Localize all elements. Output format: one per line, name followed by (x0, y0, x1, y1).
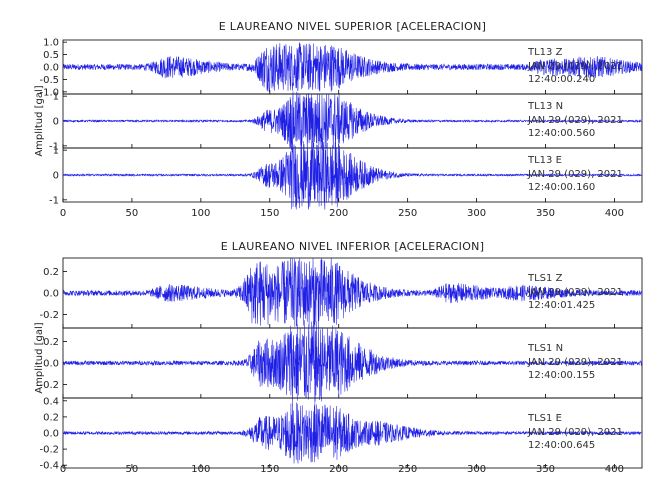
time-label: 12:40:01.425 (528, 300, 595, 311)
y-tick-label: 1 (53, 92, 59, 103)
station-label: TL13 E (527, 155, 562, 166)
y-tick-label: -0.2 (39, 310, 59, 321)
y-tick-label: -1 (49, 195, 59, 206)
station-label: TL13 Z (527, 47, 563, 58)
x-tick-label: 350 (536, 208, 555, 219)
x-tick-label: 100 (191, 208, 210, 219)
x-tick-label: 400 (605, 208, 624, 219)
trace-tls1-e (62, 402, 643, 464)
x-tick-label: 250 (398, 464, 417, 475)
date-label: JAN 29 (029), 2021 (527, 427, 623, 438)
date-label: JAN 29 (029), 2021 (527, 169, 623, 180)
y-tick-label: 0.2 (43, 337, 59, 348)
station-label: TLS1 E (527, 413, 562, 424)
date-label: JAN 29 (029), 2021 (527, 115, 623, 126)
trace-tl13-n (62, 91, 643, 151)
x-tick-label: 0 (60, 464, 66, 475)
date-label: JAN 29 (029), 2021 (527, 287, 623, 298)
y-tick-label: 1.0 (43, 38, 59, 49)
x-tick-label: 300 (467, 208, 486, 219)
y-tick-label: -0.2 (39, 445, 59, 456)
y-tick-label: -0.2 (39, 380, 59, 391)
x-tick-label: 150 (260, 208, 279, 219)
trace-tls1-z (62, 257, 643, 329)
y-tick-label: 0 (53, 171, 59, 182)
y-tick-label: 0.4 (43, 396, 59, 407)
time-label: 12:40:00.240 (528, 74, 595, 85)
y-tick-label: 0.0 (43, 289, 59, 300)
x-tick-label: 100 (191, 464, 210, 475)
x-tick-label: 50 (126, 464, 139, 475)
y-tick-label: 0.2 (43, 267, 59, 278)
x-tick-label: 200 (329, 208, 348, 219)
time-label: 12:40:00.560 (528, 128, 595, 139)
x-tick-label: 200 (329, 464, 348, 475)
x-tick-label: 400 (605, 464, 624, 475)
station-label: TLS1 N (527, 343, 563, 354)
date-label: JAN 29 (029), 2021 (527, 357, 623, 368)
time-label: 12:40:00.645 (528, 440, 595, 451)
x-tick-label: 0 (60, 208, 66, 219)
trace-tls1-n (62, 320, 643, 406)
time-label: 12:40:00.160 (528, 182, 595, 193)
y-tick-label: 1 (53, 146, 59, 157)
x-tick-label: 300 (467, 464, 486, 475)
time-label: 12:40:00.155 (528, 370, 595, 381)
x-tick-label: 50 (126, 208, 139, 219)
y-tick-label: -1 (49, 141, 59, 152)
y-tick-label: 0.0 (43, 63, 59, 74)
trace-tl13-z (62, 42, 643, 92)
y-tick-label: 0.2 (43, 412, 59, 423)
y-tick-label: -0.5 (39, 75, 59, 86)
panel-title: E LAUREANO NIVEL SUPERIOR [ACELERACION] (219, 20, 486, 33)
date-label: JAN 29 (029), 2021 (527, 61, 623, 72)
y-tick-label: -1.0 (39, 87, 59, 98)
panel-title: E LAUREANO NIVEL INFERIOR [ACELERACION] (221, 240, 485, 253)
y-tick-label: 0 (53, 117, 59, 128)
trace-tl13-e (62, 140, 643, 210)
y-axis-label: Amplitud [gal] (34, 322, 45, 393)
y-tick-label: 0.0 (43, 429, 59, 440)
station-label: TLS1 Z (527, 273, 563, 284)
x-tick-label: 150 (260, 464, 279, 475)
x-tick-label: 350 (536, 464, 555, 475)
station-label: TL13 N (527, 101, 563, 112)
y-tick-label: -0.4 (39, 461, 59, 472)
y-axis-label: Amplitud [gal] (34, 85, 45, 156)
x-tick-label: 250 (398, 208, 417, 219)
y-tick-label: 0.0 (43, 359, 59, 370)
y-tick-label: 0.5 (43, 50, 59, 61)
